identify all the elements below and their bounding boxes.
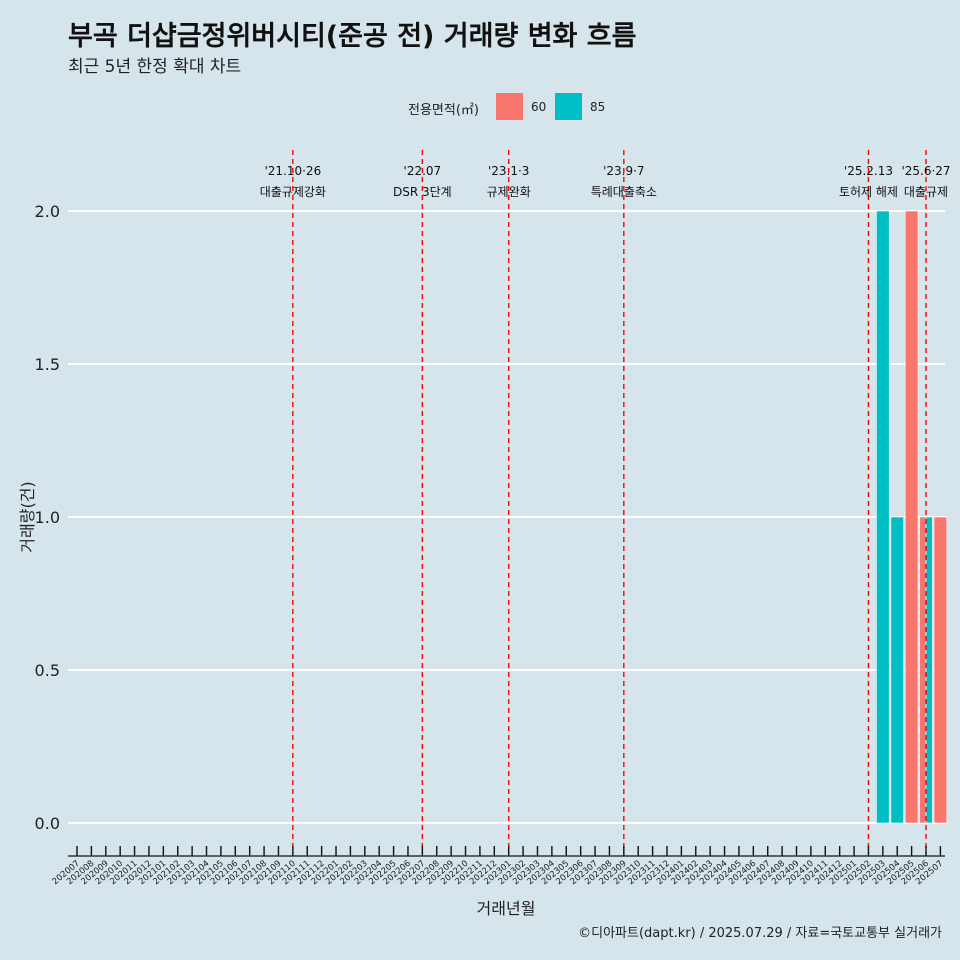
event-date-2: '23.1·3 (488, 164, 529, 178)
event-text-4: 토허제 해제 (839, 185, 898, 199)
y-tick-label: 1.0 (35, 508, 60, 527)
bars (876, 210, 948, 824)
legend: 전용면적(㎡) 60 85 (0, 92, 960, 122)
bar-85-202506 (925, 516, 933, 824)
legend-label-60: 60 (531, 100, 547, 114)
bar-85-202504 (890, 516, 904, 824)
grid-lines (68, 210, 945, 824)
bar-60-202505 (904, 210, 919, 824)
event-text-2: 규제완화 (487, 185, 531, 199)
y-axis-label: 거래량(건) (18, 481, 37, 552)
event-date-4: '25.2.13 (844, 164, 893, 178)
y-tick-label: 2.0 (35, 202, 60, 221)
legend-title: 전용면적(㎡) (408, 103, 479, 118)
caption: ©디아파트(dapt.kr) / 2025.07.29 / 자료=국토교통부 실… (578, 926, 942, 941)
y-tick-label: 0.5 (35, 661, 60, 680)
event-date-0: '21.10·26 (264, 164, 321, 178)
y-tick-label: 1.5 (35, 355, 60, 374)
event-lines: '21.10·26 대출규제강화 '22.07 DSR 3단계 '23.1·3 규제완화 '… (260, 150, 951, 853)
event-text-1: DSR 3단계 (393, 185, 452, 199)
legend-key-60 (496, 93, 523, 120)
bar-60-202506 (919, 516, 927, 824)
event-date-5: '25.6·27 (901, 164, 950, 178)
event-text-5: 대출규제 (904, 185, 948, 199)
chart-subtitle: 최근 5년 한정 확대 차트 (68, 57, 242, 77)
legend-label-85: 85 (590, 100, 606, 114)
bar-60-202507 (933, 516, 948, 824)
chart-title: 부곡 더샵금정위버시티(준공 전) 거래량 변화 흐름 (68, 21, 637, 52)
x-axis-label: 거래년월 (477, 899, 536, 918)
event-date-1: '22.07 (404, 164, 442, 178)
y-tick-label: 0.0 (35, 814, 60, 833)
x-axis: 2020072020082020092020102020112020122021… (51, 846, 945, 887)
event-text-3: 특례대출축소 (591, 185, 657, 199)
legend-key-85 (555, 93, 582, 120)
event-text-0: 대출규제강화 (260, 185, 326, 199)
event-date-3: '23.9·7 (603, 164, 644, 178)
y-tick-labels: 0.0 0.5 1.0 1.5 2.0 (35, 202, 60, 833)
bar-85-202503 (876, 210, 890, 824)
